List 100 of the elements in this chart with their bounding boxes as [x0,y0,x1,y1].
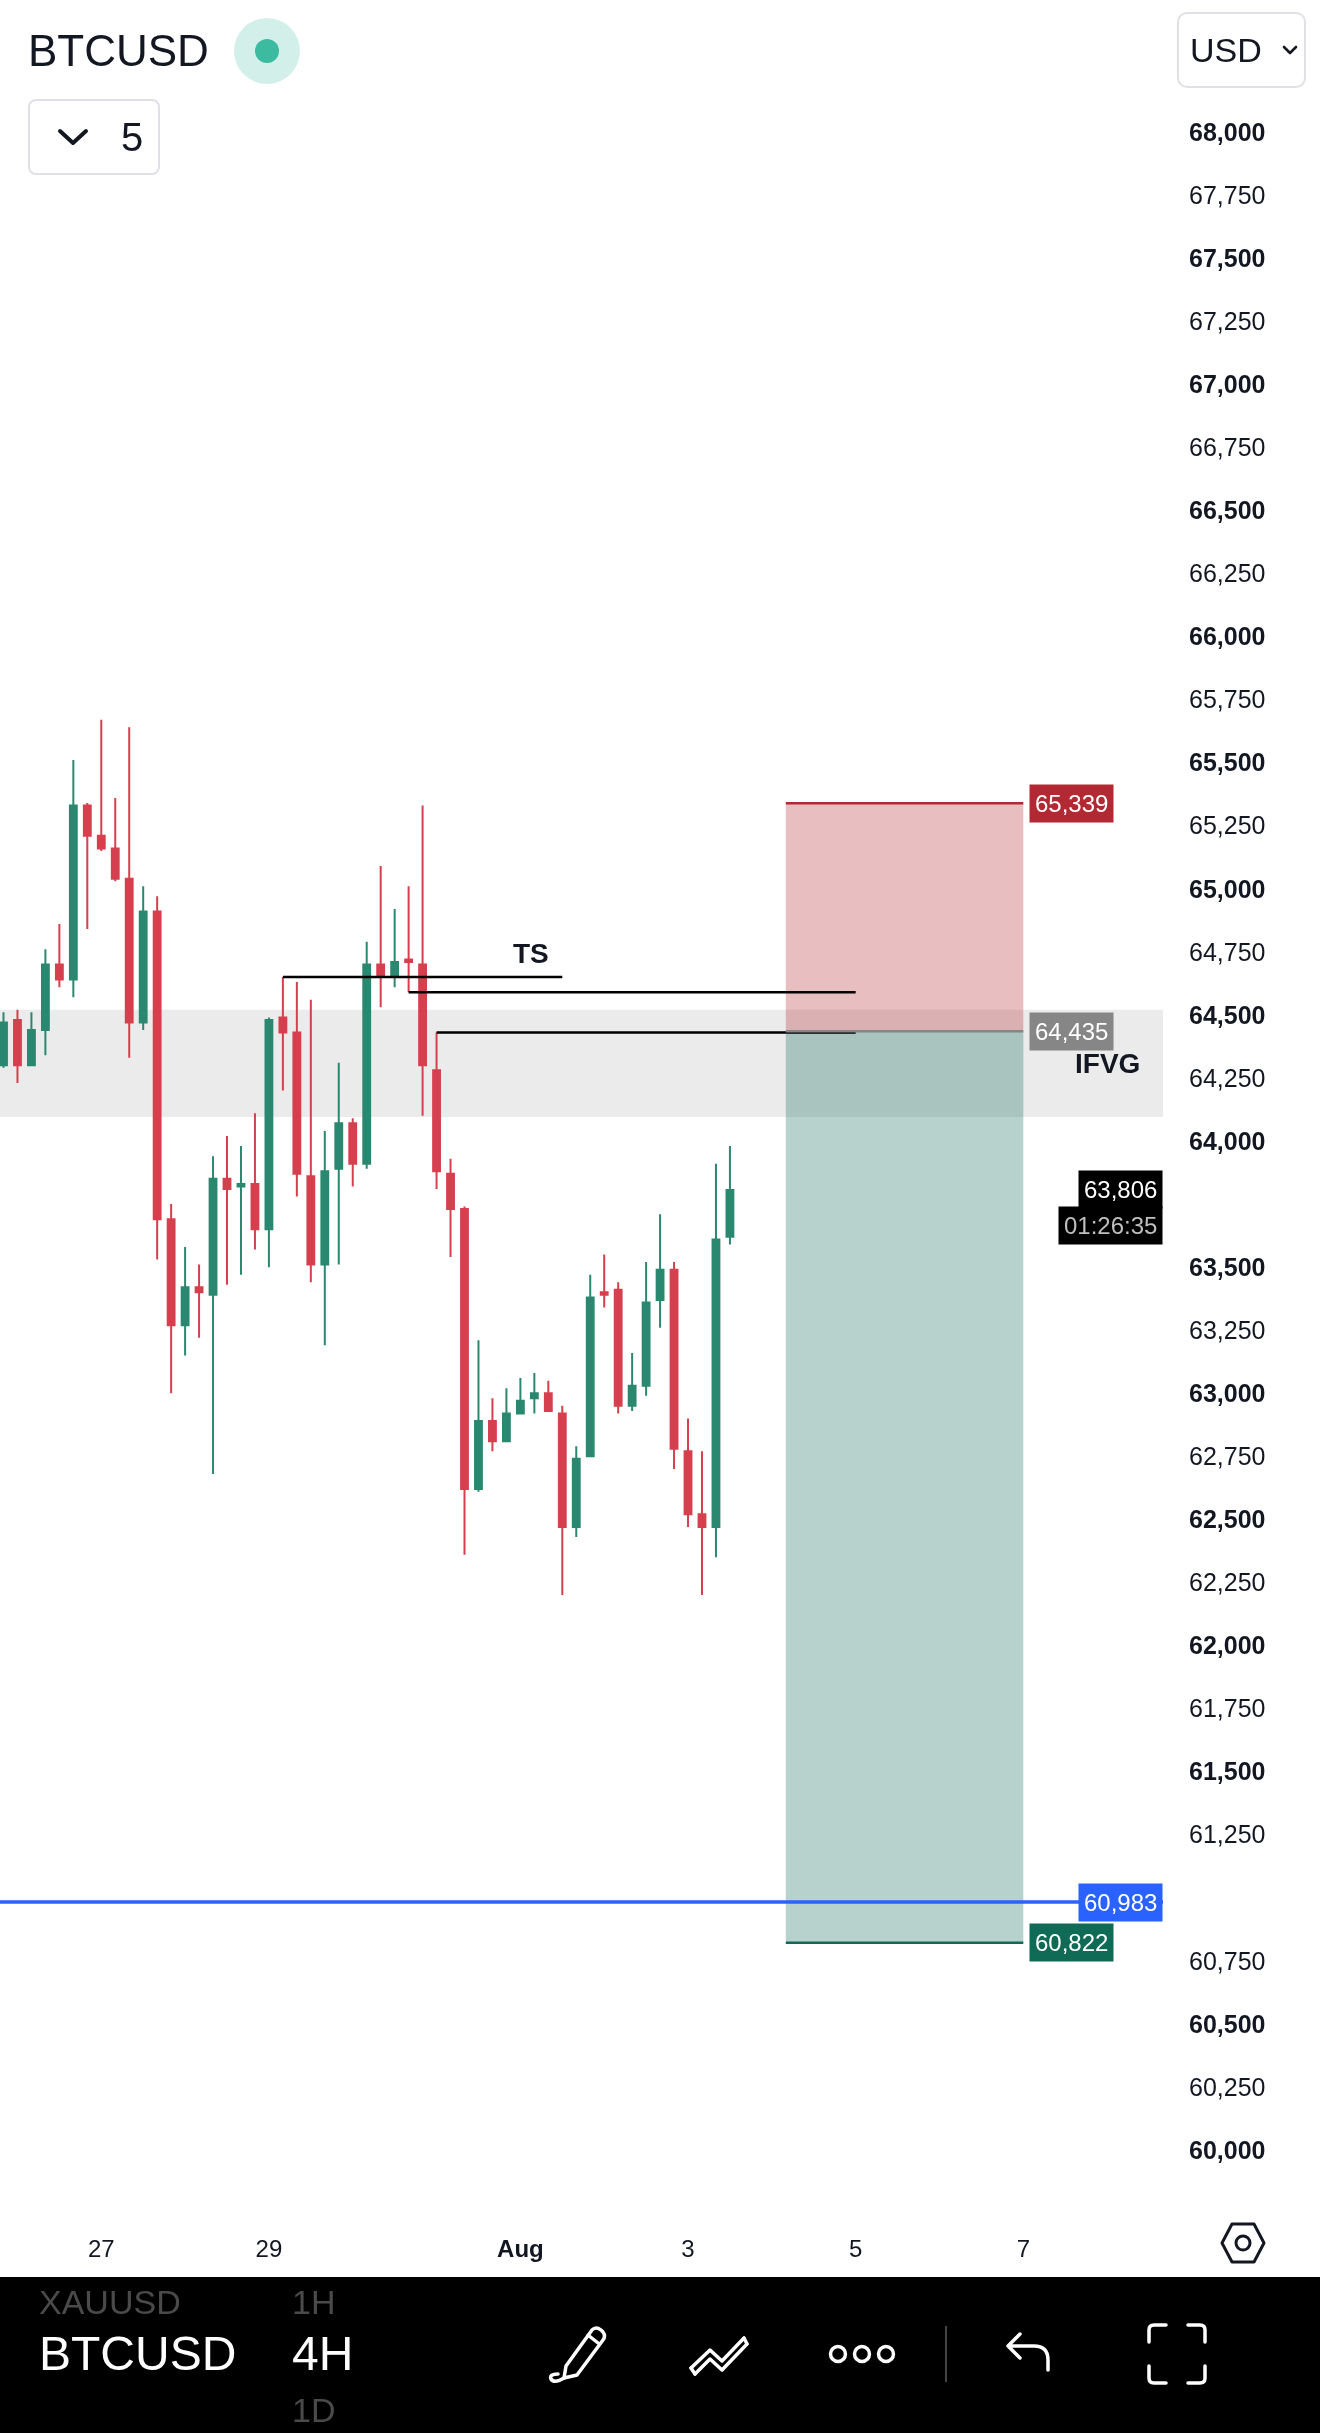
y-tick-label: 64,250 [1189,1063,1266,1092]
y-tick-label: 60,250 [1189,2072,1266,2101]
candlestick [390,907,400,989]
candlestick [725,1145,735,1246]
y-tick-label: 65,500 [1189,748,1266,777]
candlestick [543,1379,553,1412]
candlestick [474,1339,483,1493]
candlestick [529,1372,539,1415]
x-tick-label: Aug [497,2235,544,2262]
candlestick [613,1281,623,1415]
y-tick-label: 66,250 [1189,559,1266,588]
candlestick [585,1273,595,1458]
candlestick [0,1011,8,1069]
y-tick-label: 68,000 [1189,117,1266,146]
y-tick-label: 60,500 [1189,2009,1266,2038]
candlestick [40,948,50,1057]
annotation: TS [513,938,549,969]
candlestick [515,1377,525,1415]
candlestick [404,885,414,994]
candlestick [138,885,148,1032]
text: 63,806 [1084,1176,1158,1203]
candlestick [278,976,288,1092]
candlestick [166,1203,176,1395]
y-tick-label: 64,000 [1189,1126,1266,1155]
y-tick-label: 63,500 [1189,1252,1266,1281]
y-tick-label: 66,000 [1189,622,1266,651]
y-tick-label: 62,250 [1189,1568,1266,1597]
candlestick [320,1129,330,1347]
data-label: 60,822 [1035,1929,1109,1956]
candlestick [306,998,316,1284]
y-tick-label: 64,500 [1189,1000,1266,1029]
candlestick [264,1016,274,1269]
data-label: 65,339 [1035,790,1109,817]
candlestick [292,981,302,1198]
candlestick [110,796,120,883]
y-tick-label: 67,500 [1189,243,1266,272]
text: XAUUSD [39,2281,181,2323]
candlestick [599,1253,609,1309]
y-tick-label: 67,000 [1189,370,1266,398]
chart-title: BTCUSD [28,26,209,76]
candlestick [152,895,162,1261]
x-tick-label: 3 [681,2235,695,2262]
x-tick-label: 29 [255,2235,283,2262]
candlestick [501,1387,511,1443]
candlestick [180,1245,190,1357]
candlestick [236,1145,246,1276]
candlestick [13,1008,22,1084]
candlestick [669,1261,679,1470]
candlestick [557,1404,567,1597]
y-tick-label: 63,250 [1189,1315,1266,1344]
candlestick [250,1112,260,1251]
band-label: IFVG [1075,1048,1141,1079]
candlestick [68,759,78,999]
candlestick [27,1011,36,1067]
y-tick-label: 67,750 [1189,180,1266,209]
candlestick [711,1162,721,1559]
candlestick [655,1213,665,1329]
text: BTCUSD [39,2326,237,2383]
y-tick-label: 61,500 [1189,1757,1266,1786]
y-tick-label: 67,250 [1189,306,1266,335]
candlestick [697,1450,707,1597]
y-tick-label: 64,750 [1189,937,1266,966]
candlestick [446,1157,455,1259]
candlestick [222,1134,232,1286]
y-tick-label: 66,750 [1189,433,1266,462]
candlestick [124,726,134,1059]
candlestick [96,718,106,852]
x-tick-label: 7 [1016,2235,1030,2262]
y-tick-label: 66,500 [1189,496,1266,525]
text: USD [1190,29,1262,71]
y-tick-label: 60,000 [1189,2135,1266,2164]
candlestick [348,1117,358,1188]
candlestick [54,923,64,989]
y-tick-label: 61,750 [1189,1694,1266,1723]
y-tick-label: 62,000 [1189,1631,1266,1660]
candlestick [362,940,372,1170]
candlestick [376,865,386,1009]
candlestick [683,1417,693,1528]
y-tick-label: 65,750 [1189,685,1266,714]
candlestick [82,801,92,931]
candlestick [488,1397,497,1453]
x-tick-label: 5 [848,2235,863,2262]
y-tick-label: 65,000 [1189,874,1266,903]
candlestick [641,1261,651,1397]
y-tick-label: 61,250 [1189,1820,1266,1849]
candlestick [194,1263,204,1339]
y-tick-label: 63,000 [1189,1379,1266,1407]
text: 1H [292,2281,336,2323]
text: 1D [292,2389,336,2431]
candlestick [571,1445,581,1539]
candlestick [432,1031,441,1190]
candlestick [334,1061,344,1266]
y-tick-label: 60,750 [1189,1946,1266,1975]
y-tick-label: 62,750 [1189,1442,1266,1471]
text: 4H [292,2326,354,2383]
x-tick-label: 27 [87,2235,115,2262]
candlestick [627,1351,637,1412]
y-tick-label: 62,500 [1189,1505,1266,1534]
candlestick [418,804,428,1117]
data-label: 64,435 [1035,1018,1109,1045]
